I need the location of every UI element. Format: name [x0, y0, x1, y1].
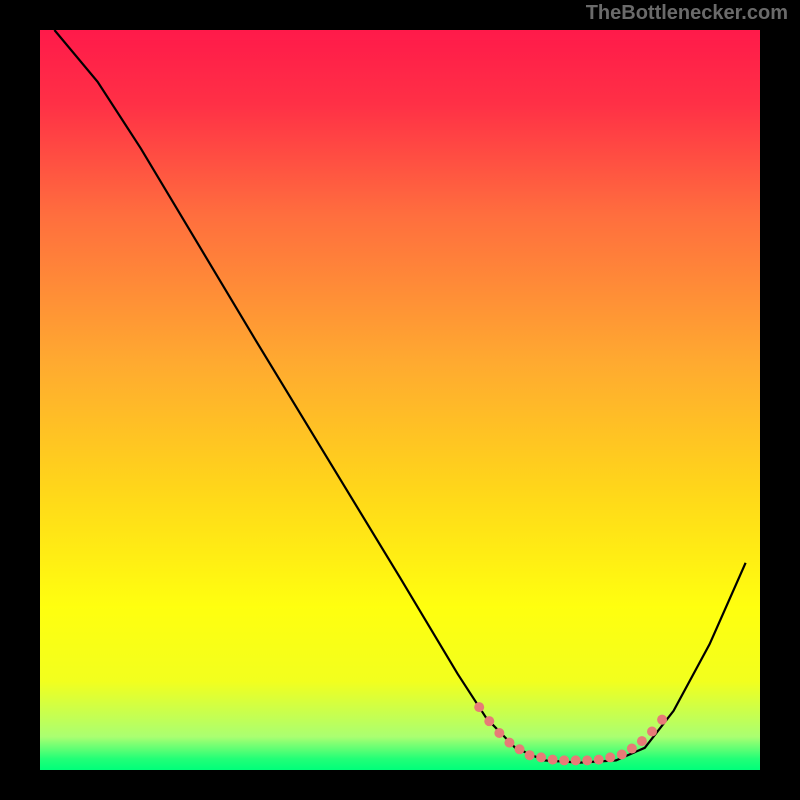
zone-marker-dot	[627, 744, 637, 754]
zone-markers	[474, 702, 667, 765]
zone-marker-dot	[515, 744, 525, 754]
zone-marker-dot	[657, 715, 667, 725]
chart-root: TheBottlenecker.com	[0, 0, 800, 800]
attribution-text: TheBottlenecker.com	[586, 2, 788, 25]
bottleneck-curve	[40, 30, 760, 770]
zone-marker-dot	[525, 750, 535, 760]
zone-marker-dot	[504, 738, 514, 748]
zone-marker-dot	[536, 752, 546, 762]
zone-marker-dot	[484, 716, 494, 726]
plot-area	[40, 30, 760, 770]
zone-marker-dot	[594, 755, 604, 765]
zone-marker-dot	[637, 736, 647, 746]
zone-marker-dot	[474, 702, 484, 712]
zone-marker-dot	[559, 755, 569, 765]
zone-marker-dot	[582, 755, 592, 765]
zone-marker-dot	[494, 728, 504, 738]
zone-marker-dot	[617, 749, 627, 759]
main-line	[54, 30, 745, 763]
zone-marker-dot	[548, 755, 558, 765]
zone-marker-dot	[605, 752, 615, 762]
zone-marker-dot	[571, 755, 581, 765]
zone-marker-dot	[647, 727, 657, 737]
